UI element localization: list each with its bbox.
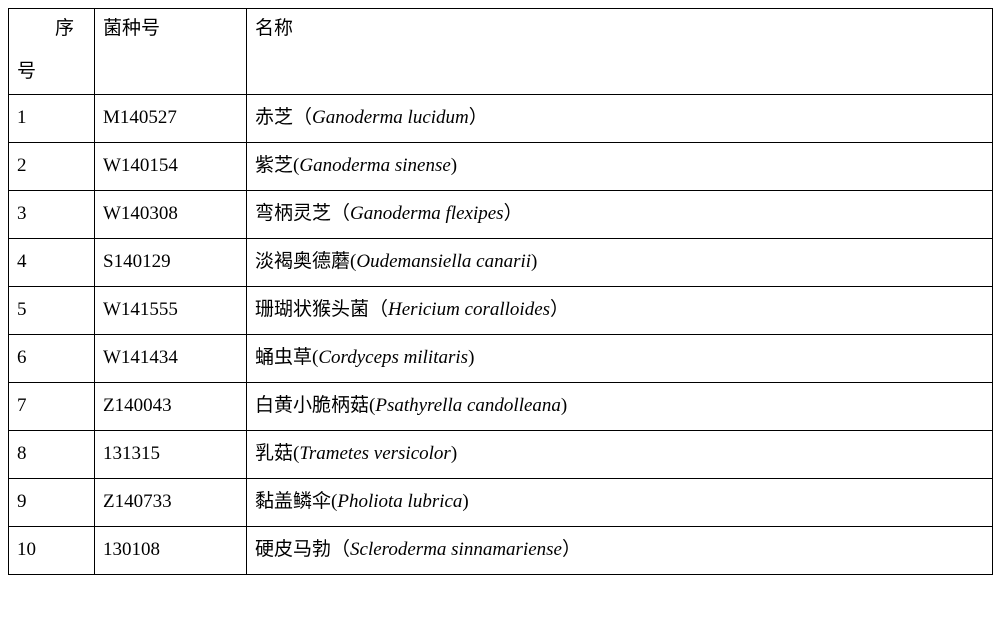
cell-seq: 10 [9, 527, 95, 575]
cell-seq: 6 [9, 335, 95, 383]
latin-name: Cordyceps militaris [318, 347, 468, 368]
latin-name: Psathyrella candolleana [375, 395, 561, 416]
header-seq: 序 号 [9, 9, 95, 95]
latin-name: Scleroderma sinnamariense [350, 539, 562, 560]
paren-close: ) [561, 395, 567, 416]
cell-seq: 8 [9, 431, 95, 479]
cell-seq: 9 [9, 479, 95, 527]
table-row: 3W140308弯柄灵芝（Ganoderma flexipes） [9, 191, 993, 239]
paren-close: ) [451, 443, 457, 464]
cell-strain: W140154 [95, 143, 247, 191]
paren-close: ) [531, 251, 537, 272]
cell-strain: W140308 [95, 191, 247, 239]
table-row: 1M140527赤芝（Ganoderma lucidum） [9, 95, 993, 143]
cell-name: 赤芝（Ganoderma lucidum） [247, 95, 993, 143]
paren-close: ） [550, 299, 569, 320]
cell-seq: 3 [9, 191, 95, 239]
header-strain: 菌种号 [95, 9, 247, 95]
paren-close: ) [451, 155, 457, 176]
paren-open: （ [331, 539, 350, 560]
table-row: 8131315乳菇(Trametes versicolor) [9, 431, 993, 479]
cell-seq: 2 [9, 143, 95, 191]
header-seq-line2: 号 [17, 58, 86, 87]
paren-open: （ [293, 107, 312, 128]
header-row: 序 号 菌种号 名称 [9, 9, 993, 95]
cell-strain: W141434 [95, 335, 247, 383]
cell-strain: Z140733 [95, 479, 247, 527]
chinese-name: 硬皮马勃 [255, 539, 331, 560]
latin-name: Trametes versicolor [299, 443, 450, 464]
table-row: 4S140129淡褐奥德蘑(Oudemansiella canarii) [9, 239, 993, 287]
cell-name: 珊瑚状猴头菌（Hericium coralloides） [247, 287, 993, 335]
cell-name: 蛹虫草(Cordyceps militaris) [247, 335, 993, 383]
cell-seq: 5 [9, 287, 95, 335]
cell-strain: 131315 [95, 431, 247, 479]
paren-open: （ [369, 299, 388, 320]
chinese-name: 紫芝 [255, 155, 293, 176]
chinese-name: 淡褐奥德蘑 [255, 251, 350, 272]
table-row: 5W141555珊瑚状猴头菌（Hericium coralloides） [9, 287, 993, 335]
cell-name: 淡褐奥德蘑(Oudemansiella canarii) [247, 239, 993, 287]
cell-name: 黏盖鳞伞(Pholiota lubrica) [247, 479, 993, 527]
chinese-name: 白黄小脆柄菇 [255, 395, 369, 416]
chinese-name: 珊瑚状猴头菌 [255, 299, 369, 320]
cell-strain: M140527 [95, 95, 247, 143]
table-row: 7Z140043白黄小脆柄菇(Psathyrella candolleana) [9, 383, 993, 431]
cell-name: 硬皮马勃（Scleroderma sinnamariense） [247, 527, 993, 575]
cell-name: 乳菇(Trametes versicolor) [247, 431, 993, 479]
table-row: 6W141434蛹虫草(Cordyceps militaris) [9, 335, 993, 383]
header-seq-line1: 序 [17, 15, 86, 44]
paren-close: ) [462, 491, 468, 512]
cell-strain: Z140043 [95, 383, 247, 431]
cell-strain: 130108 [95, 527, 247, 575]
cell-name: 白黄小脆柄菇(Psathyrella candolleana) [247, 383, 993, 431]
table-row: 9Z140733黏盖鳞伞(Pholiota lubrica) [9, 479, 993, 527]
paren-open: （ [331, 203, 350, 224]
paren-close: ) [468, 347, 474, 368]
cell-seq: 4 [9, 239, 95, 287]
latin-name: Ganoderma lucidum [312, 107, 469, 128]
paren-close: ） [562, 539, 581, 560]
cell-name: 弯柄灵芝（Ganoderma flexipes） [247, 191, 993, 239]
cell-strain: W141555 [95, 287, 247, 335]
paren-close: ） [504, 203, 523, 224]
cell-seq: 1 [9, 95, 95, 143]
chinese-name: 黏盖鳞伞 [255, 491, 331, 512]
latin-name: Pholiota lubrica [337, 491, 462, 512]
species-table: 序 号 菌种号 名称 1M140527赤芝（Ganoderma lucidum）… [8, 8, 993, 575]
latin-name: Ganoderma sinense [299, 155, 450, 176]
cell-name: 紫芝(Ganoderma sinense) [247, 143, 993, 191]
header-name: 名称 [247, 9, 993, 95]
chinese-name: 乳菇 [255, 443, 293, 464]
table-row: 10130108硬皮马勃（Scleroderma sinnamariense） [9, 527, 993, 575]
latin-name: Ganoderma flexipes [350, 203, 504, 224]
paren-close: ） [469, 107, 488, 128]
chinese-name: 赤芝 [255, 107, 293, 128]
latin-name: Hericium coralloides [388, 299, 550, 320]
chinese-name: 弯柄灵芝 [255, 203, 331, 224]
cell-seq: 7 [9, 383, 95, 431]
table-row: 2W140154紫芝(Ganoderma sinense) [9, 143, 993, 191]
cell-strain: S140129 [95, 239, 247, 287]
chinese-name: 蛹虫草 [255, 347, 312, 368]
latin-name: Oudemansiella canarii [356, 251, 531, 272]
